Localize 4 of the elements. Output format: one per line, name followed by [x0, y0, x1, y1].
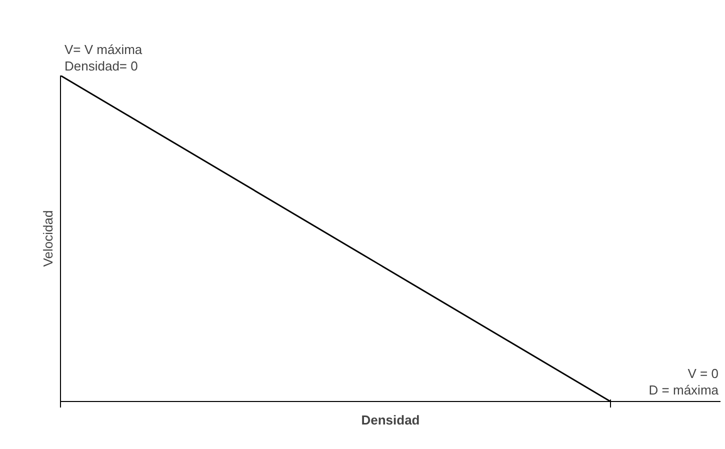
y-axis-title: Velocidad — [40, 210, 56, 267]
text: V= V máxima Densidad= 0 — [64, 42, 143, 74]
x-axis-title: Densidad — [361, 412, 420, 428]
annotation: V = 0 D = máxima — [648, 366, 720, 398]
